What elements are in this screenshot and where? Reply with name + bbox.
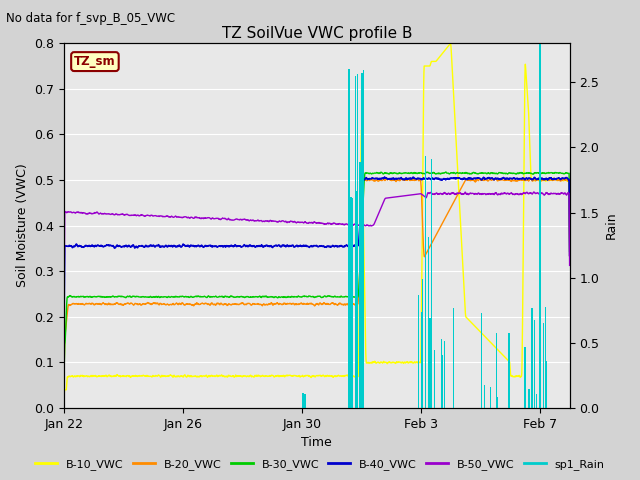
Bar [528, 389, 530, 408]
Bar [422, 279, 423, 408]
Bar [531, 308, 533, 408]
Bar [363, 70, 364, 408]
Bar [418, 295, 419, 408]
Text: No data for f_svp_B_05_VWC: No data for f_svp_B_05_VWC [6, 12, 175, 25]
Bar [356, 74, 358, 408]
Bar [539, 43, 541, 408]
Bar [348, 69, 350, 408]
Bar [351, 215, 352, 408]
Bar [442, 355, 443, 408]
Bar [536, 394, 537, 408]
Bar [429, 318, 431, 408]
Bar [362, 333, 364, 408]
Bar [496, 333, 497, 408]
Bar [302, 394, 304, 408]
Y-axis label: Soil Moisture (VWC): Soil Moisture (VWC) [16, 164, 29, 288]
Bar [304, 394, 306, 408]
Text: TZ_sm: TZ_sm [74, 55, 116, 68]
Bar [356, 191, 358, 408]
Bar [444, 341, 445, 408]
Bar [362, 309, 363, 408]
Bar [545, 361, 547, 408]
Bar [484, 385, 485, 408]
Bar [428, 237, 429, 408]
Bar [453, 308, 454, 408]
Bar [356, 204, 358, 408]
Bar [534, 321, 535, 408]
Y-axis label: Rain: Rain [605, 212, 618, 240]
Bar [539, 332, 540, 408]
Bar [508, 333, 510, 408]
Bar [524, 347, 526, 408]
Bar [545, 307, 546, 408]
X-axis label: Time: Time [301, 436, 332, 449]
Title: TZ SoilVue VWC profile B: TZ SoilVue VWC profile B [221, 25, 412, 41]
Bar [481, 313, 483, 408]
Bar [351, 198, 353, 408]
Bar [362, 169, 363, 408]
Bar [540, 388, 541, 408]
Bar [351, 197, 352, 408]
Bar [360, 162, 361, 408]
Bar [424, 199, 426, 408]
Bar [431, 159, 432, 408]
Bar [424, 156, 426, 408]
Bar [543, 323, 545, 408]
Bar [497, 397, 499, 408]
Bar [362, 73, 363, 408]
Bar [490, 387, 491, 408]
Legend: B-10_VWC, B-20_VWC, B-30_VWC, B-40_VWC, B-50_VWC, sp1_Rain: B-10_VWC, B-20_VWC, B-30_VWC, B-40_VWC, … [31, 455, 609, 474]
Bar [355, 76, 356, 408]
Bar [362, 194, 364, 408]
Bar [434, 349, 435, 408]
Bar [441, 339, 442, 408]
Bar [421, 312, 422, 408]
